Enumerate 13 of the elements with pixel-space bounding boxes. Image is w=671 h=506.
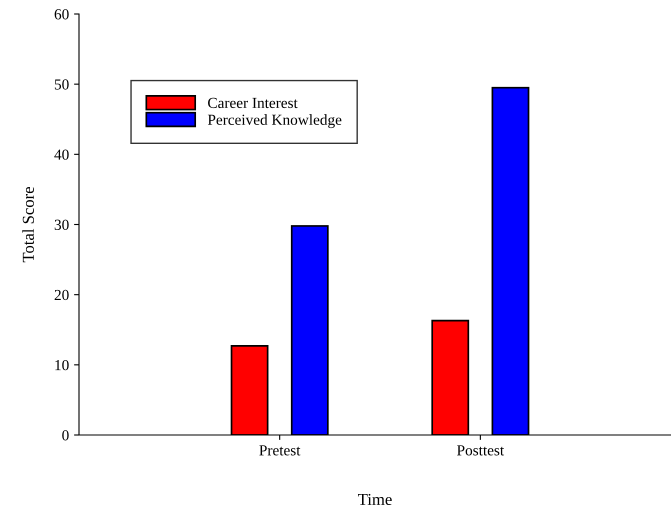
x-tick-label: Posttest [457,445,504,456]
y-tick-label: 40 [54,149,69,160]
y-axis-title: Total Score [22,187,34,262]
y-tick-label: 0 [62,430,69,440]
y-tick-label: 50 [54,79,69,90]
y-tick-label: 10 [55,360,69,370]
legend-label: Perceived Knowledge [208,114,342,128]
x-axis-title: Time [358,494,392,506]
y-tick-label: 20 [54,290,69,300]
y-tick-label: 30 [54,220,69,230]
legend-label: Career Interest [208,98,298,108]
y-tick-label: 60 [54,9,69,20]
x-tick-label: Pretest [259,445,300,456]
